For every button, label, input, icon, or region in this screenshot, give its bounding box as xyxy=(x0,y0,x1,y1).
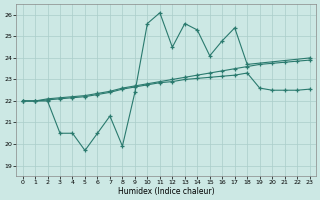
X-axis label: Humidex (Indice chaleur): Humidex (Indice chaleur) xyxy=(118,187,214,196)
